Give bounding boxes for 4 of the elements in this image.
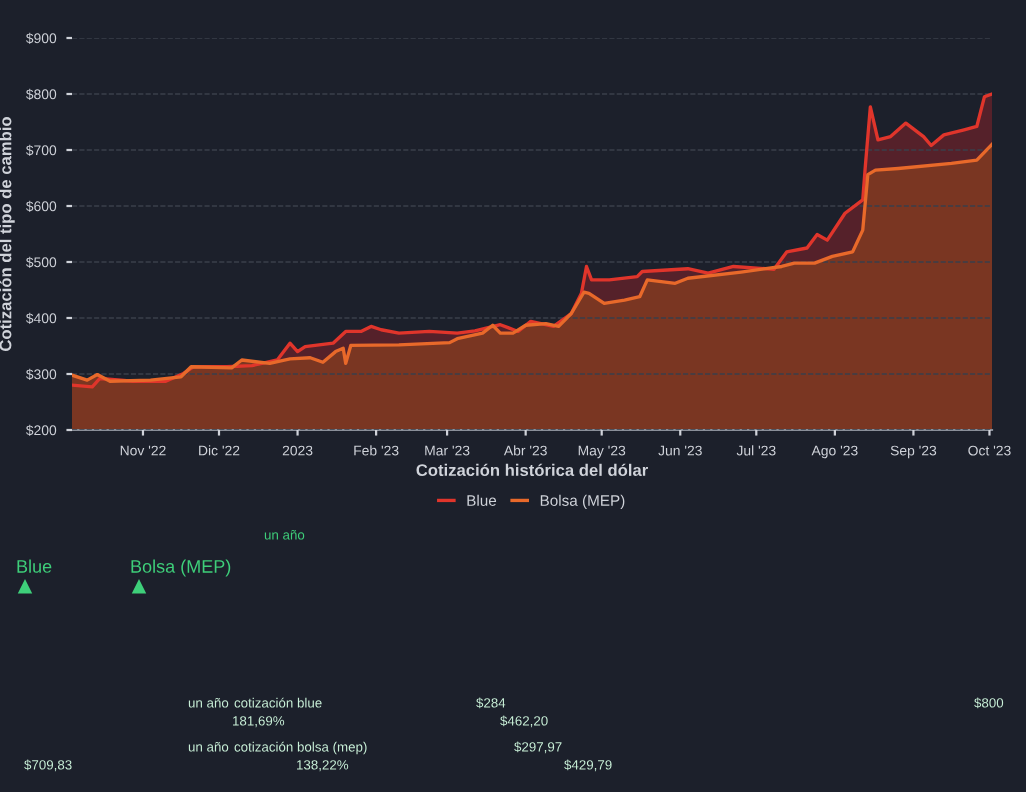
text: Blue: [17, 559, 52, 573]
y-axis-title: Cotización del tipo de cambio: [0, 117, 15, 351]
x-axis-title: Cotización histórica del dólar: [416, 463, 648, 477]
text: Bolsa (MEP): [131, 559, 231, 577]
